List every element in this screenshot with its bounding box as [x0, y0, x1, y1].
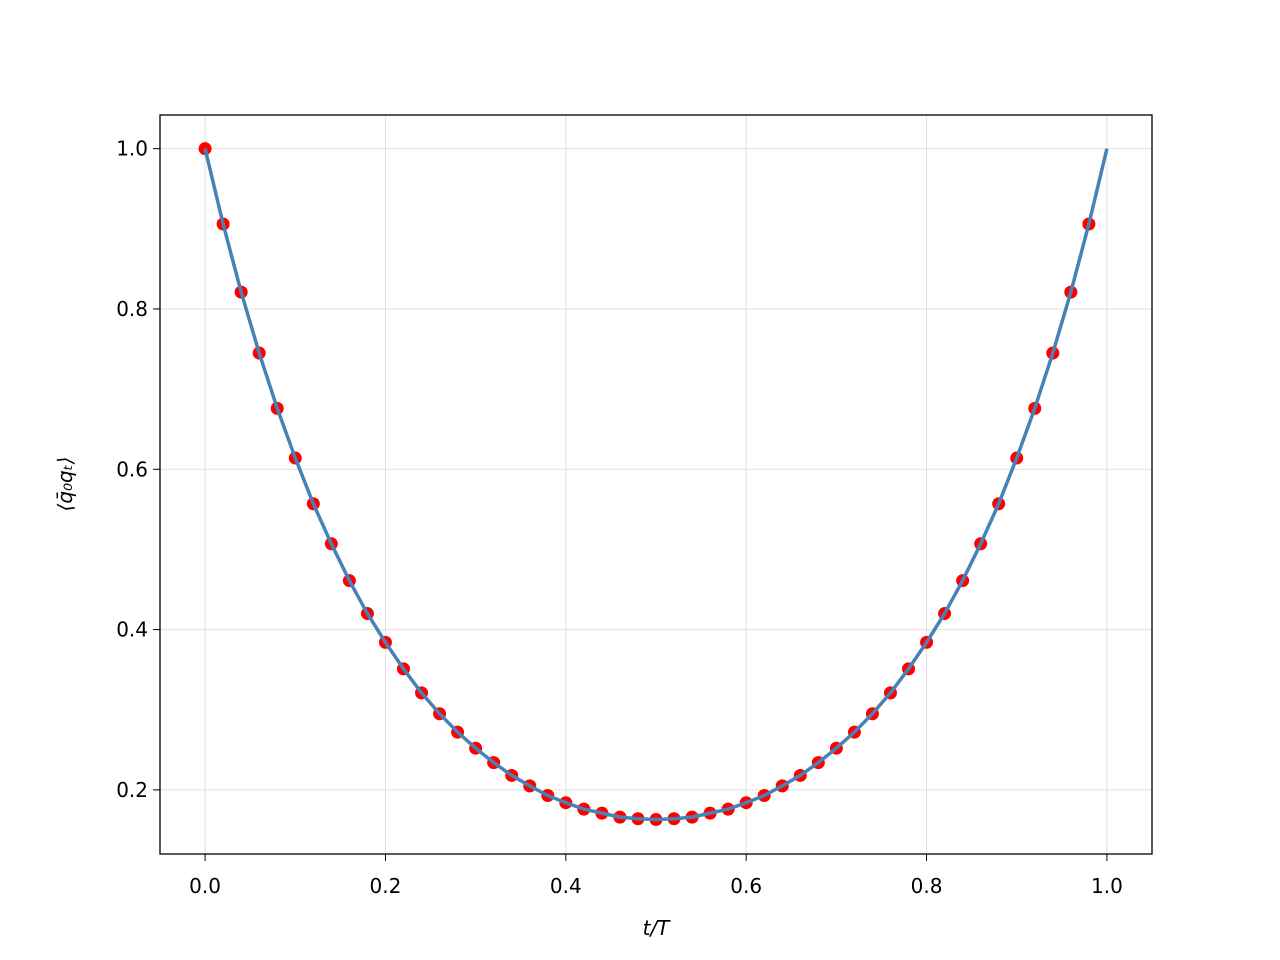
- x-tick-label: 0.0: [189, 874, 221, 898]
- x-axis-label: t/T: [643, 916, 672, 940]
- y-tick-label: 1.0: [116, 137, 148, 161]
- x-tick-label: 0.6: [730, 874, 762, 898]
- plot-frame: [159, 114, 1153, 855]
- x-tick-label: 0.2: [370, 874, 402, 898]
- y-tick-label: 0.4: [116, 618, 148, 642]
- x-tick-label: 0.8: [911, 874, 943, 898]
- y-tick-label: 0.8: [116, 297, 148, 321]
- y-axis-label: ⟨q̄₀qₜ⟩: [53, 457, 77, 512]
- y-tick-label: 0.6: [116, 457, 148, 481]
- line: [203, 148, 1109, 822]
- x-tick-label: 1.0: [1091, 874, 1123, 898]
- x-tick-label: 0.4: [550, 874, 582, 898]
- y-tick-label: 0.2: [116, 778, 148, 802]
